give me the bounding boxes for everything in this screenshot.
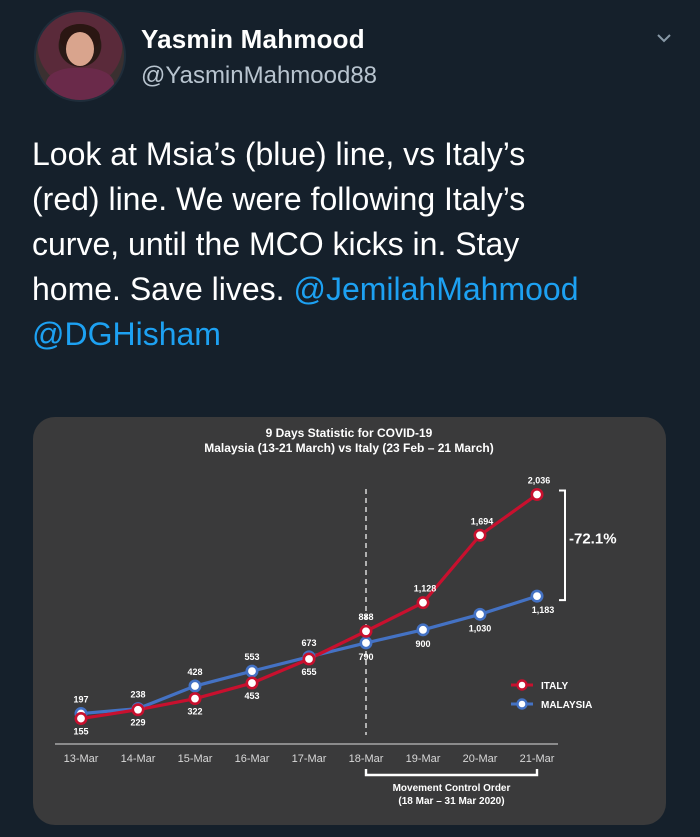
mention-link[interactable]: @JemilahMahmood [293,271,579,307]
chevron-down-icon[interactable] [654,28,674,48]
data-point [245,664,259,678]
data-label: 1,128 [414,584,437,594]
data-label: 673 [301,638,316,648]
data-label: 2,036 [528,476,551,486]
data-label: 229 [130,718,145,728]
data-point [473,607,487,621]
data-point [188,679,202,693]
tweet-text-line: curve, until the MCO kicks in. Stay [32,222,672,267]
data-point [530,589,544,603]
data-label: 1,030 [469,623,492,633]
mco-dates: (18 Mar – 31 Mar 2020) [398,796,504,807]
data-point [302,652,316,666]
tweet-text-segment: (red) line. We were following Italy’s [32,181,526,217]
difference-bracket [559,489,566,602]
data-label: 790 [358,652,373,662]
tweet-text-line: (red) line. We were following Italy’s [32,177,672,222]
difference-label: -72.1% [569,530,617,547]
data-label: 553 [244,652,259,662]
data-point [530,488,544,502]
x-tick-label: 17-Mar [292,753,327,765]
x-tick-label: 20-Mar [463,753,498,765]
tweet-text-line: home. Save lives. @JemilahMahmood [32,267,672,312]
series-line [80,493,538,721]
chart-title: 9 Days Statistic for COVID-19 [266,426,433,440]
data-point [473,528,487,542]
tweet-text-segment: home. Save lives. [32,271,294,307]
x-tick-label: 13-Mar [64,753,99,765]
data-point [188,692,202,706]
mention-link[interactable]: @DGHisham [32,316,221,352]
x-tick-label: 16-Mar [235,753,270,765]
tweet-header: Yasmin Mahmood @YasminMahmood88 [34,10,674,105]
data-label: 1,694 [471,516,494,526]
legend-marker-italy [516,679,528,691]
data-label: 322 [187,707,202,717]
x-tick-label: 18-Mar [349,753,384,765]
x-tick-label: 14-Mar [121,753,156,765]
tweet-text-segment: Look at Msia’s (blue) line, vs Italy’s [32,136,526,172]
mco-bracket [364,769,539,777]
data-label: 197 [73,695,88,705]
x-tick-label: 19-Mar [406,753,441,765]
data-point [131,703,145,717]
x-tick-label: 21-Mar [520,753,555,765]
author-handle[interactable]: @YasminMahmood88 [141,62,378,89]
legend-label-italy: ITALY [541,681,569,692]
avatar[interactable] [34,10,126,102]
chart-image[interactable]: 9 Days Statistic for COVID-19 Malaysia (1… [33,417,666,825]
tweet-text-line: @DGHisham [32,312,672,357]
data-point [359,636,373,650]
data-label: 238 [130,690,145,700]
data-point [245,676,259,690]
author-name[interactable]: Yasmin Mahmood [141,24,365,54]
tweet-text-line: Look at Msia’s (blue) line, vs Italy’s [32,132,672,177]
x-tick-label: 15-Mar [178,753,213,765]
data-label: 1,183 [532,605,555,615]
chart-subtitle: Malaysia (13-21 March) vs Italy (23 Feb … [204,441,493,455]
legend-label-malaysia: MALAYSIA [541,700,592,711]
data-label: 453 [244,691,259,701]
data-point [416,623,430,637]
legend-marker-malaysia [516,698,528,710]
tweet-text: Look at Msia’s (blue) line, vs Italy’s (… [32,132,672,357]
data-label: 900 [415,639,430,649]
data-label: 655 [301,667,316,677]
data-label: 888 [358,612,373,622]
tweet-text-segment: curve, until the MCO kicks in. Stay [32,226,520,262]
data-point [359,624,373,638]
data-label: 155 [73,727,88,737]
mco-label: Movement Control Order [393,783,511,794]
data-point [74,712,88,726]
data-point [416,596,430,610]
data-label: 428 [187,667,202,677]
